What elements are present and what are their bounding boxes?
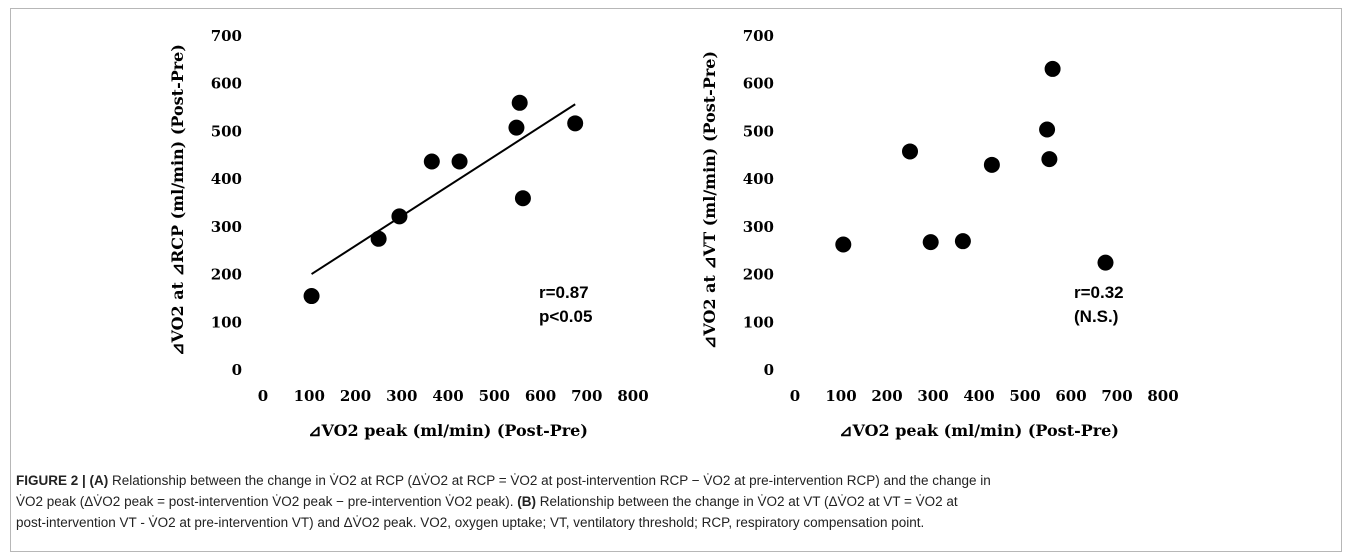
y-tick-label: 200	[743, 266, 774, 284]
x-tick-label: 800	[617, 387, 648, 405]
significance-annotation: (N.S.)	[1074, 307, 1118, 326]
figure-frame	[10, 8, 1342, 552]
caption-label-b: (B)	[517, 494, 537, 509]
caption-line-2: V̇O2 peak (ΔV̇O2 peak = post-interventio…	[16, 491, 1336, 512]
caption-label: FIGURE 2 | (A)	[16, 473, 109, 488]
x-tick-label: 0	[790, 387, 800, 405]
caption-text-b-cont: post-intervention VT - V̇O2 at pre-inter…	[16, 515, 925, 530]
y-tick-label: 600	[743, 75, 774, 93]
data-point	[511, 94, 528, 111]
y-tick-label: 0	[232, 361, 242, 379]
y-tick-label: 600	[211, 75, 242, 93]
data-point	[954, 233, 971, 250]
x-axis-label: ⊿VO2 peak (ml/min) (Post-Pre)	[308, 421, 588, 440]
data-point	[451, 153, 468, 170]
y-tick-label: 500	[743, 122, 774, 140]
y-tick-label: 100	[211, 313, 242, 331]
x-tick-label: 300	[386, 387, 417, 405]
x-tick-label: 600	[525, 387, 556, 405]
correlation-annotation: r=0.32	[1074, 283, 1124, 302]
y-axis-label: ⊿VO2 at ⊿VT (ml/min) (Post-Pre)	[700, 51, 719, 349]
y-tick-label: 700	[211, 27, 242, 45]
x-tick-label: 400	[432, 387, 463, 405]
data-point	[902, 143, 918, 160]
caption-line-1: FIGURE 2 | (A) Relationship between the …	[16, 470, 1336, 491]
data-point	[1097, 254, 1114, 271]
figure-caption: FIGURE 2 | (A) Relationship between the …	[16, 470, 1336, 533]
y-tick-label: 0	[764, 361, 774, 379]
data-point	[922, 234, 939, 251]
y-tick-label: 400	[743, 170, 774, 188]
x-tick-label: 600	[1055, 387, 1086, 405]
x-tick-label: 200	[871, 387, 902, 405]
y-axis-label: ⊿VO2 at ⊿RCP (ml/min) (Post-Pre)	[168, 44, 187, 356]
data-point	[835, 236, 852, 253]
y-tick-label: 200	[211, 266, 242, 284]
y-tick-label: 400	[211, 170, 242, 188]
x-tick-label: 400	[963, 387, 994, 405]
x-tick-label: 300	[917, 387, 948, 405]
data-point	[370, 230, 387, 247]
caption-line-3: post-intervention VT - V̇O2 at pre-inter…	[16, 512, 1336, 533]
data-point	[983, 156, 1000, 173]
figure-charts: 0 100 200 300 400 500 600 700 0 100 200 300 400 500 60…	[168, 27, 1179, 440]
caption-text-b: Relationship between the change in V̇O2 …	[536, 494, 958, 509]
significance-annotation: p<0.05	[539, 307, 592, 326]
data-point	[1041, 151, 1058, 168]
x-tick-label: 700	[571, 387, 602, 405]
data-point	[1044, 60, 1061, 77]
x-tick-label: 100	[294, 387, 325, 405]
caption-text-a: Relationship between the change in V̇O2 …	[108, 473, 991, 488]
y-tick-label: 300	[743, 218, 774, 236]
y-tick-label: 500	[211, 122, 242, 140]
y-tick-label: 100	[743, 313, 774, 331]
data-point	[303, 288, 320, 305]
panel-b-chart: 0 100 200 300 400 500 600 700 0 100 200 300 400 500 60…	[700, 27, 1179, 440]
x-tick-label: 700	[1101, 387, 1132, 405]
x-tick-label: 0	[258, 387, 268, 405]
caption-text-a-cont: V̇O2 peak (ΔV̇O2 peak = post-interventio…	[16, 494, 518, 509]
correlation-annotation: r=0.87	[539, 283, 589, 302]
panel-a-chart: 0 100 200 300 400 500 600 700 0 100 200 300 400 500 60…	[168, 27, 649, 440]
data-point	[1039, 121, 1056, 138]
x-tick-label: 200	[340, 387, 371, 405]
x-tick-label: 800	[1147, 387, 1178, 405]
data-point	[567, 115, 584, 132]
data-point	[423, 153, 440, 170]
x-tick-label: 100	[825, 387, 856, 405]
trend-line	[311, 103, 576, 275]
x-tick-label: 500	[479, 387, 510, 405]
data-point	[508, 119, 525, 136]
x-tick-label: 500	[1009, 387, 1040, 405]
data-point	[391, 208, 408, 225]
data-point	[514, 190, 531, 207]
x-axis-label: ⊿VO2 peak (ml/min) (Post-Pre)	[839, 421, 1119, 440]
y-tick-label: 300	[211, 218, 242, 236]
y-tick-label: 700	[743, 27, 774, 45]
